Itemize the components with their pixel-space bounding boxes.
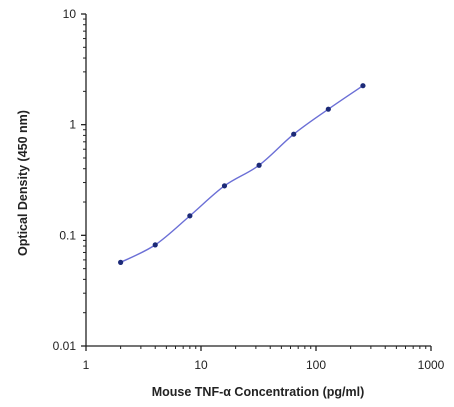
x-axis-title: Mouse TNF-α Concentration (pg/ml) [152,385,365,399]
y-tick-label: 1 [69,118,76,132]
y-tick-label: 10 [63,7,77,21]
data-point [221,183,228,189]
y-axis-title: Optical Density (450 nm) [16,110,30,256]
data-point [291,131,297,137]
data-point [360,83,366,89]
x-tick-label: 100 [306,358,326,372]
data-point [325,106,331,112]
data-point [256,162,262,168]
data-point [152,242,158,248]
data-point [187,213,193,219]
data-point [118,259,124,265]
series-line [120,85,364,263]
x-tick-label: 1 [83,358,90,372]
y-tick-label: 0.01 [53,339,77,353]
plot-area: 0.01 0.1 1 10 1 10 100 1000 [53,7,445,372]
x-tick-label: 1000 [418,358,445,372]
x-tick-label: 10 [194,358,208,372]
y-tick-label: 0.1 [59,228,76,242]
